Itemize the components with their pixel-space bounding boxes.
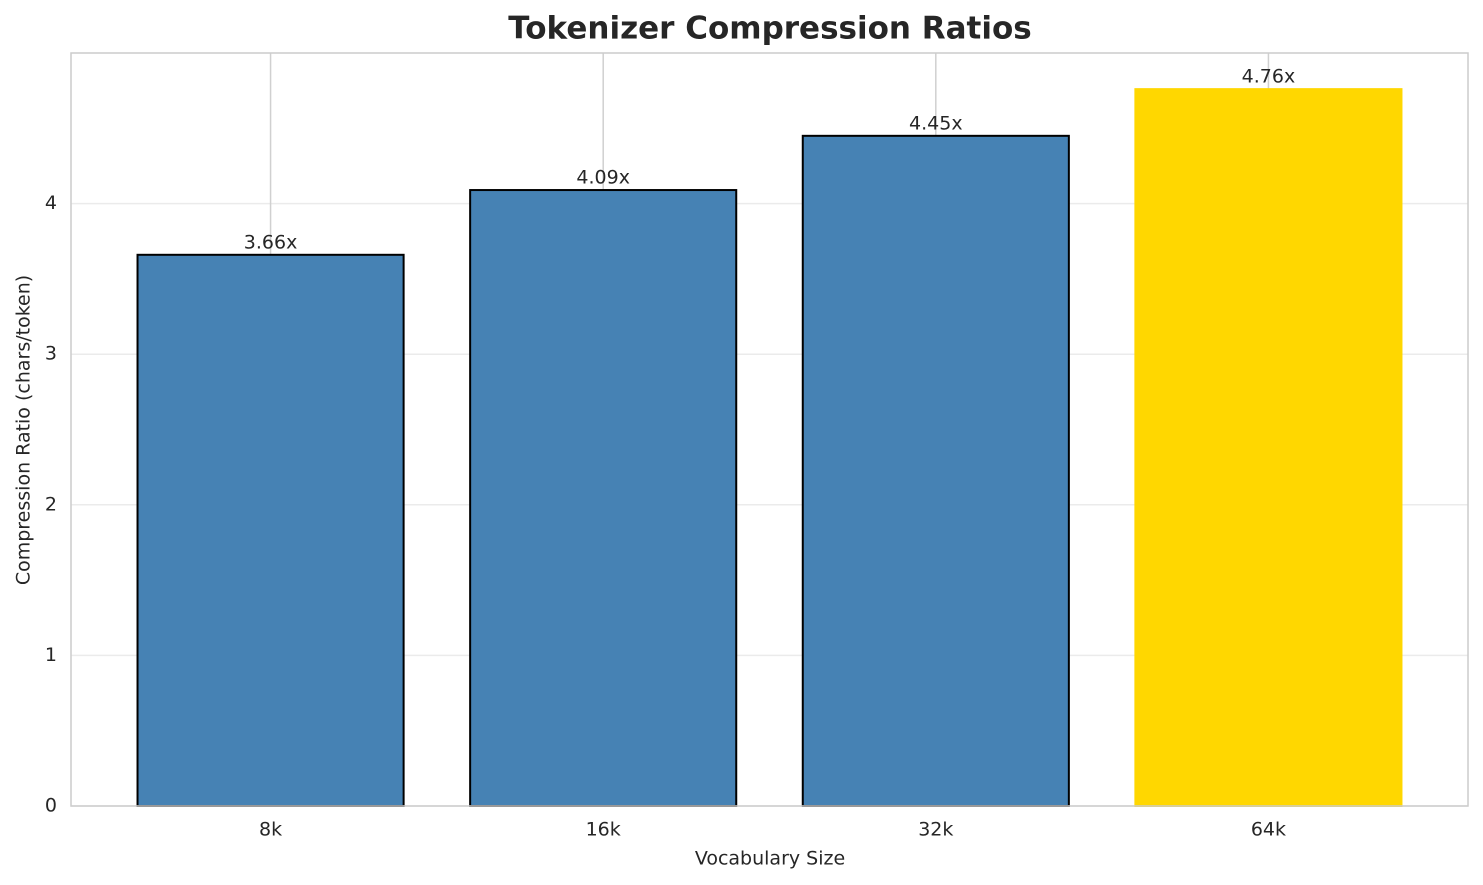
value-label: 4.45x	[909, 112, 963, 134]
y-tick-label: 1	[45, 644, 57, 666]
value-label: 4.09x	[576, 167, 630, 189]
x-tick-label: 64k	[1251, 819, 1286, 841]
chart-title: Tokenizer Compression Ratios	[508, 11, 1032, 47]
bar	[801, 134, 1070, 807]
value-label: 3.66x	[244, 231, 298, 253]
y-tick-label: 2	[45, 493, 57, 515]
y-tick-label: 3	[45, 343, 57, 365]
x-tick-label: 16k	[586, 819, 621, 841]
bar	[469, 189, 738, 807]
y-axis-label: Compression Ratio (chars/token)	[13, 275, 35, 585]
y-tick-label: 4	[45, 192, 57, 214]
x-tick-label: 8k	[259, 819, 282, 841]
bar	[1134, 88, 1403, 808]
x-axis-label: Vocabulary Size	[695, 848, 845, 870]
bar	[136, 253, 405, 807]
y-tick-label: 0	[45, 795, 57, 817]
plot-frame	[70, 52, 1469, 807]
x-tick-label: 32k	[918, 819, 953, 841]
value-label: 4.76x	[1242, 66, 1296, 88]
